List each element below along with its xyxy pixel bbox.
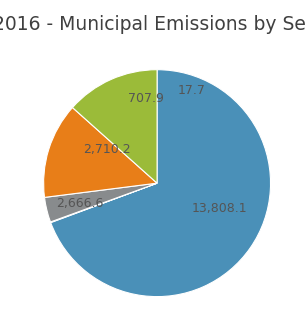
Wedge shape [44, 108, 157, 197]
Wedge shape [45, 183, 157, 222]
Text: 17.7: 17.7 [177, 84, 205, 97]
Text: 707.9: 707.9 [128, 92, 164, 105]
Wedge shape [73, 70, 157, 183]
Text: 2,666.6: 2,666.6 [56, 197, 104, 210]
Text: 13,808.1: 13,808.1 [192, 201, 247, 214]
Wedge shape [51, 70, 271, 297]
Text: 2016 - Municipal Emissions by Sector: 2016 - Municipal Emissions by Sector [0, 15, 305, 34]
Text: 2,710.2: 2,710.2 [83, 143, 131, 156]
Wedge shape [50, 183, 157, 222]
